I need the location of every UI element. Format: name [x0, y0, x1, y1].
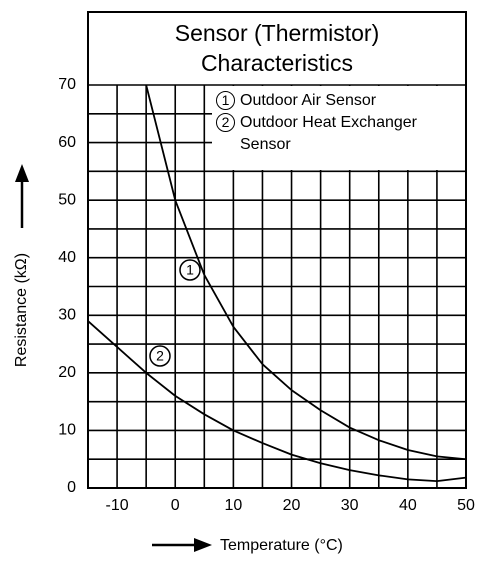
series-line [145, 84, 467, 461]
y-tick-label: 20 [58, 364, 76, 381]
x-tick-label: -10 [106, 497, 129, 514]
frame [87, 11, 467, 489]
legend-box [212, 86, 465, 170]
legend-label: Outdoor Air Sensor [240, 92, 377, 109]
y-axis-label: Resistance (kΩ) [13, 253, 30, 367]
legend-marker: 1 [216, 91, 235, 110]
y-tick-label: 10 [58, 422, 76, 439]
y-tick-label: 40 [58, 249, 76, 266]
y-tick-label: 30 [58, 307, 76, 324]
y-tick-label: 70 [58, 76, 76, 93]
x-tick-label: 20 [283, 497, 301, 514]
x-tick-label: 10 [224, 497, 242, 514]
legend-entry: 2 Outdoor Heat Exchanger Sensor [216, 112, 466, 156]
x-tick-label: 50 [457, 497, 475, 514]
curve-marker [179, 259, 201, 281]
y-axis-arrowhead [15, 164, 29, 182]
x-tick-label: 0 [171, 497, 180, 514]
x-tick-label: 40 [399, 497, 417, 514]
x-axis-arrowhead [194, 538, 212, 552]
series-line [87, 320, 467, 482]
y-tick-label: 50 [58, 191, 76, 208]
x-tick-label: 30 [341, 497, 359, 514]
legend-marker: 2 [216, 113, 235, 132]
legend-entry: 1 Outdoor Air Sensor [216, 90, 466, 112]
curve-marker-label: 2 [156, 348, 164, 364]
y-tick-label: 60 [58, 134, 76, 151]
curve-marker-label: 1 [186, 262, 194, 278]
x-axis-label: Temperature (°C) [220, 537, 343, 554]
y-tick-label: 0 [67, 479, 76, 496]
legend-label: Outdoor Heat Exchanger Sensor [240, 114, 417, 153]
curve-marker [149, 345, 171, 367]
legend: 1 Outdoor Air Sensor 2 Outdoor Heat Exchan… [216, 90, 466, 156]
chart-title: Sensor (Thermistor) Characteristics [174, 20, 380, 76]
